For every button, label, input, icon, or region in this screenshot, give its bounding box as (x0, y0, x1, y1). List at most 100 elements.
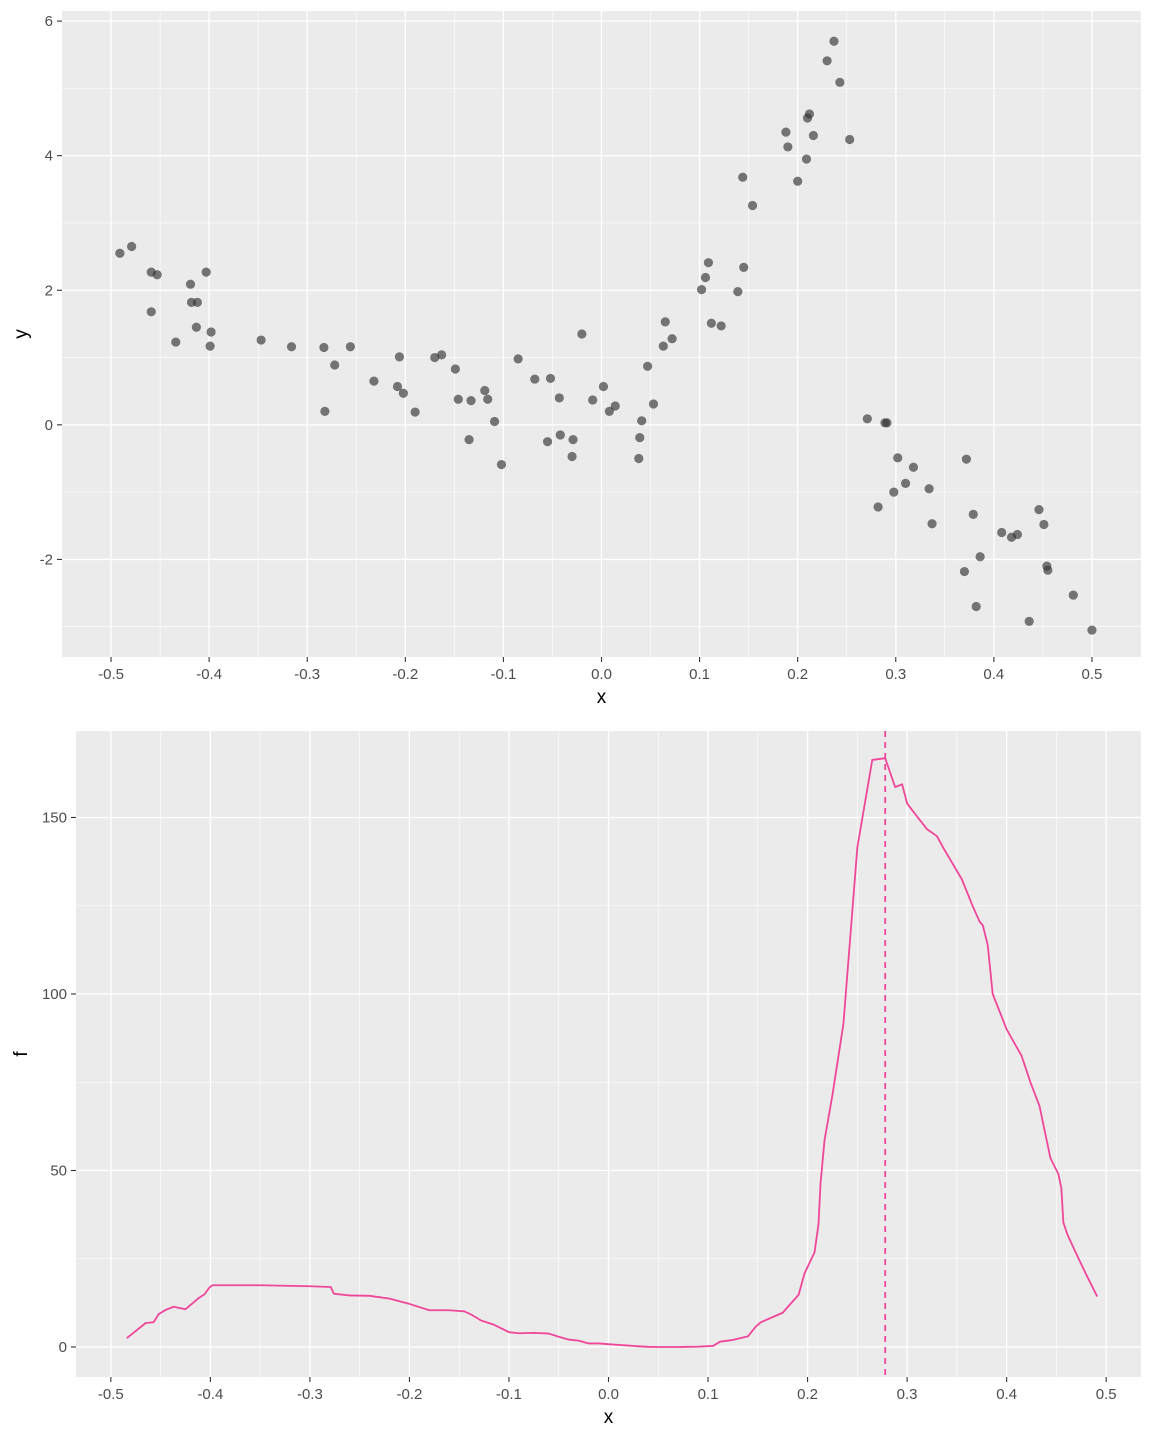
density-line (126, 757, 1099, 1348)
scatter-point (658, 341, 668, 351)
scatter-point (706, 318, 716, 328)
scatter-point (568, 435, 578, 445)
scatter-point (480, 385, 490, 396)
scatter-point (862, 414, 872, 424)
scatter-point (496, 459, 507, 470)
x-tick-label: 0.1 (698, 1386, 719, 1403)
scatter-point (634, 453, 644, 464)
scatter-point (1034, 505, 1044, 515)
scatter-point (1087, 625, 1097, 635)
scatter-point (369, 376, 379, 386)
y-tick-label: 2 (45, 282, 53, 299)
y-tick-label: 100 (42, 986, 67, 1003)
scatter-point (554, 393, 564, 403)
scatter-point (588, 395, 598, 405)
x-tick-label: 0.3 (897, 1386, 918, 1403)
scatter-point (845, 134, 855, 145)
scatter-point (900, 478, 911, 488)
scatter-point (997, 527, 1007, 538)
scatter-panel: -0.5 -0.4 -0.3 -0.2 -0.1 0.0 0.1 0.2 0.3 0.4 0.5 -2… (11, 11, 1141, 708)
y-tick-label: -2 (40, 551, 53, 568)
x-tick-label: -0.1 (496, 1386, 522, 1403)
scatter-point (489, 416, 500, 427)
scatter-point (604, 406, 614, 416)
scatter-point (882, 418, 892, 428)
scatter-point (793, 176, 803, 186)
x-tick-label: 0.2 (797, 1386, 818, 1403)
x-axis-title: x (604, 1407, 614, 1428)
scatter-point (703, 258, 714, 268)
x-tick-label: 0.2 (787, 666, 808, 683)
scatter-point (256, 335, 266, 345)
scatter-point (801, 154, 812, 164)
scatter-point (804, 109, 815, 119)
scatter-point (1043, 565, 1053, 575)
scatter-point (893, 453, 903, 463)
scatter-point (171, 337, 181, 347)
line-panel: -0.5 -0.4 -0.3 -0.2 -0.1 0.0 0.1 0.2 0.3 0.4 0.5 0 5… (11, 731, 1141, 1428)
scatter-point (127, 241, 137, 252)
scatter-point (700, 272, 711, 283)
scatter-point (392, 381, 403, 392)
scatter-point (660, 317, 670, 327)
x-tick-label: 0.4 (983, 666, 1004, 683)
scatter-point (345, 342, 355, 352)
scatter-point (398, 388, 408, 398)
scatter-point (206, 327, 216, 337)
y-tick-label: 50 (50, 1162, 67, 1179)
scatter-point (464, 435, 474, 445)
scatter-point (637, 416, 647, 426)
scatter-point (567, 451, 577, 462)
scatter-point (330, 360, 340, 370)
scatter-point (975, 552, 985, 562)
y-tick-label: 6 (45, 13, 53, 30)
y-tick-label: 0 (59, 1339, 67, 1356)
scatter-point (453, 394, 463, 404)
scatter-point (483, 394, 493, 404)
x-tick-label: -0.2 (392, 666, 418, 683)
scatter-point (320, 406, 330, 416)
scatter-point (513, 354, 523, 364)
x-tick-label: -0.5 (98, 666, 124, 683)
scatter-point (889, 487, 899, 497)
y-tick-label: 4 (45, 148, 53, 165)
scatter-point (530, 374, 540, 384)
scatter-point (192, 297, 202, 307)
x-tick-label: -0.5 (98, 1386, 124, 1403)
x-tick-label: -0.3 (294, 666, 320, 683)
scatter-point (835, 77, 845, 87)
scatter-point (733, 287, 743, 297)
scatter-point (201, 267, 211, 277)
scatter-point (410, 407, 420, 417)
scatter-point (1039, 519, 1049, 530)
scatter-point (716, 321, 726, 331)
scatter-point (146, 307, 156, 317)
x-tick-label: 0.4 (996, 1386, 1017, 1403)
scatter-point (738, 172, 748, 182)
scatter-point (466, 396, 476, 406)
scatter-point (610, 401, 620, 411)
scatter-point (191, 322, 201, 332)
scatter-point (808, 130, 818, 141)
scatter-point (822, 56, 832, 66)
x-axis-title: x (597, 687, 607, 708)
scatter-point (959, 566, 970, 577)
x-tick-label: -0.3 (297, 1386, 323, 1403)
scatter-point (1068, 590, 1078, 600)
scatter-point (648, 399, 659, 409)
scatter-point (185, 279, 196, 289)
x-tick-label: 0.0 (591, 666, 612, 683)
scatter-point (908, 462, 919, 472)
scatter-point (115, 248, 125, 258)
scatter-point (437, 350, 447, 360)
scatter-point (152, 270, 162, 280)
scatter-point (450, 364, 460, 374)
scatter-point (394, 352, 405, 362)
scatter-point (781, 127, 791, 137)
y-axis-title: y (11, 329, 32, 339)
y-tick-label: 0 (45, 417, 53, 434)
x-tick-label: -0.1 (490, 666, 516, 683)
scatter-point (545, 373, 556, 384)
scatter-point (1012, 529, 1023, 540)
